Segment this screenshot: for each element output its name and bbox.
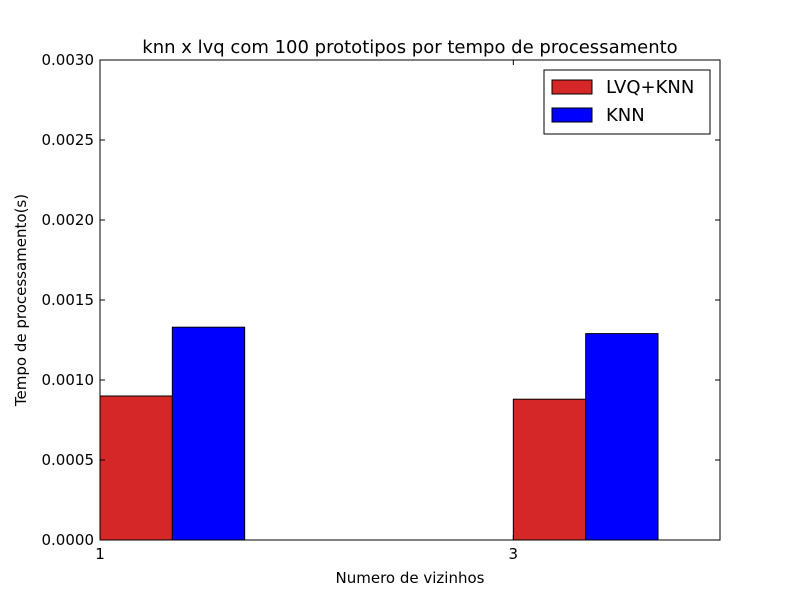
bar-knn-3 bbox=[585, 333, 659, 541]
x-axis-label: Numero de vizinhos bbox=[336, 569, 485, 587]
legend-label: KNN bbox=[606, 105, 645, 126]
legend-label: LVQ+KNN bbox=[606, 77, 694, 98]
y-tick-label: 0.0005 bbox=[42, 451, 95, 469]
y-tick-label: 0.0025 bbox=[42, 131, 95, 149]
chart-title: knn x lvq com 100 prototipos por tempo d… bbox=[142, 37, 677, 58]
y-axis-label: Tempo de processamento(s) bbox=[12, 194, 30, 407]
bar-lvq-knn-3 bbox=[512, 398, 587, 541]
y-tick-label: 0.0030 bbox=[42, 51, 95, 69]
y-tick-label: 0.0020 bbox=[42, 211, 95, 229]
y-axis: 0.0000 0.0005 0.0010 0.0015 0.0020 0.0025 0.00… bbox=[42, 51, 720, 549]
x-tick-label: 3 bbox=[509, 545, 519, 563]
x-tick-label: 1 bbox=[95, 545, 105, 563]
legend: LVQ+KNN KNN bbox=[543, 69, 711, 135]
legend-swatch-knn bbox=[551, 107, 593, 123]
bars-group bbox=[99, 326, 659, 541]
y-tick-label: 0.0010 bbox=[42, 371, 95, 389]
legend-swatch-lvq-knn bbox=[551, 79, 593, 95]
y-tick-label: 0.0000 bbox=[42, 531, 95, 549]
bar-knn-1 bbox=[171, 326, 246, 541]
y-tick-label: 0.0015 bbox=[42, 291, 95, 309]
bar-lvq-knn-1 bbox=[99, 395, 173, 541]
